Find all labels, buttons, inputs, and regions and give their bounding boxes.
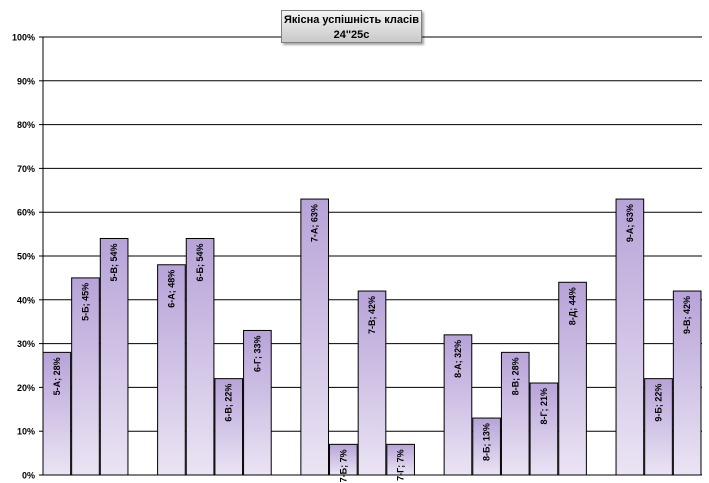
bar-data-label: 6-Г; 33% <box>252 335 262 372</box>
bar <box>300 198 330 476</box>
bar-data-label: 9-В; 42% <box>682 296 692 334</box>
y-axis: 0% 10% 20% 30% 40% 50% 60% 70% 80% 90% 100% <box>12 33 44 481</box>
bar <box>386 443 415 476</box>
bar-data-label: 8-Д; 44% <box>568 287 578 325</box>
bar <box>42 351 72 476</box>
bar <box>243 329 272 476</box>
chart-title-box: Якісна успішність класів 24''25с <box>281 10 422 43</box>
bar <box>644 378 673 476</box>
bar <box>71 277 100 476</box>
bar <box>329 443 358 476</box>
bar-data-label: 8-А; 32% <box>453 340 463 378</box>
bar-data-label: 6-Б; 54% <box>195 243 205 281</box>
bar-data-label: 7-В; 42% <box>367 296 377 334</box>
bars <box>42 198 702 476</box>
bar <box>214 378 244 476</box>
bar-data-label: 5-А; 28% <box>52 357 62 395</box>
bar <box>500 351 530 476</box>
y-tick-label: 80% <box>17 120 35 130</box>
y-tick-label: 60% <box>17 208 35 218</box>
y-tick-label: 20% <box>17 383 35 393</box>
bar <box>558 281 587 476</box>
y-tick-label: 10% <box>17 427 35 437</box>
y-tick-label: 0% <box>22 471 35 481</box>
bar-data-label: 7-Б; 7% <box>338 449 348 482</box>
bar <box>157 264 186 476</box>
bar-data-label: 9-А; 63% <box>625 204 635 242</box>
bar <box>443 334 473 476</box>
bar-data-label: 8-Б; 13% <box>482 423 492 461</box>
y-tick-label: 40% <box>17 295 35 305</box>
bar <box>472 417 501 476</box>
bar-data-label: 6-В; 22% <box>224 384 234 422</box>
bar-data-label: 5-Б; 45% <box>80 283 90 321</box>
bar-data-label: 6-А; 48% <box>166 270 176 308</box>
bar-labels: 5-А; 28% 5-Б; 45% 5-В; 54% 6-А; 48% 6-Б; 54%… <box>52 204 692 482</box>
bar <box>357 290 387 476</box>
bar-data-label: 8-В; 28% <box>510 357 520 395</box>
bar-data-label: 5-В; 54% <box>109 243 119 281</box>
bar-data-label: 7-Г; 7% <box>396 449 406 481</box>
y-tick-label: 30% <box>17 339 35 349</box>
y-tick-label: 100% <box>12 33 35 43</box>
y-tick-label: 70% <box>17 164 35 174</box>
y-tick-label: 90% <box>17 76 35 86</box>
chart-subtitle: 24''25с <box>333 29 370 41</box>
bar-data-label: 9-Б; 22% <box>654 384 664 422</box>
bar <box>615 198 645 476</box>
bar <box>672 290 702 476</box>
bar <box>185 237 215 476</box>
bar-data-label: 8-Г; 21% <box>539 388 549 425</box>
bar-data-label: 7-А; 63% <box>310 204 320 242</box>
chart-title: Якісна успішність класів <box>284 14 419 26</box>
bar <box>99 237 129 476</box>
y-tick-label: 50% <box>17 252 35 262</box>
bar <box>529 382 559 476</box>
